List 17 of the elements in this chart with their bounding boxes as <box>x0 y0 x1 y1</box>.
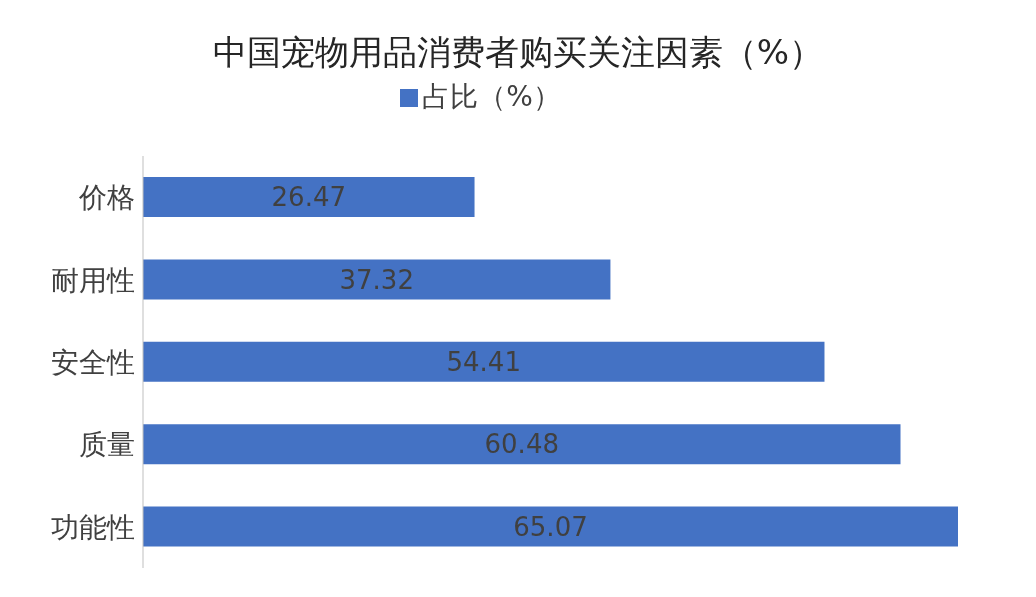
legend-label: 占比（%） <box>422 80 561 113</box>
data-label: 65.07 <box>513 511 588 542</box>
data-label: 60.48 <box>484 429 559 460</box>
y-tick-label: 价格 <box>78 181 135 215</box>
bar <box>143 506 958 547</box>
bar <box>143 259 611 300</box>
y-tick-label: 安全性 <box>51 345 135 379</box>
bar <box>143 341 825 382</box>
chart-title: 中国宠物用品消费者购买关注因素（%） <box>211 31 825 74</box>
data-label: 54.41 <box>446 347 521 378</box>
data-label: 26.47 <box>271 182 346 213</box>
y-tick-label: 质量 <box>79 428 135 462</box>
bar <box>143 424 901 465</box>
y-tick-label: 耐用性 <box>51 263 135 297</box>
y-tick-label: 功能性 <box>51 510 135 544</box>
data-label: 37.32 <box>339 264 414 295</box>
bar <box>143 177 475 217</box>
